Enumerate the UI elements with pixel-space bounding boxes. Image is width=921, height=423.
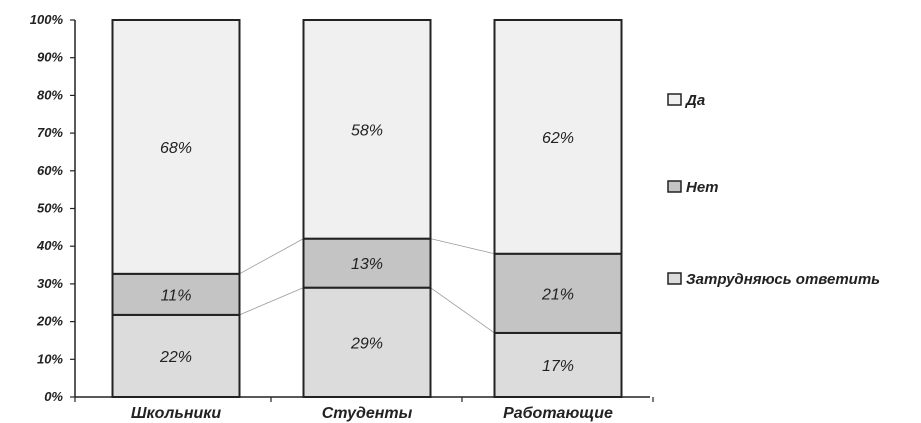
- data-label: 29%: [350, 335, 383, 352]
- data-label: 13%: [351, 256, 383, 273]
- data-label: 22%: [159, 349, 192, 366]
- x-tick-label: Студенты: [322, 405, 413, 422]
- x-tick-label: Школьники: [131, 405, 222, 422]
- y-tick-label: 40%: [36, 238, 63, 253]
- y-tick-label: 60%: [37, 163, 63, 178]
- series-line: [239, 287, 304, 316]
- series-line: [430, 287, 495, 334]
- bar-segment: [493, 331, 623, 398]
- y-tick-label: 10%: [37, 351, 63, 366]
- series-lines: [239, 238, 495, 334]
- y-tick-label: 20%: [36, 314, 63, 329]
- data-label: 62%: [542, 130, 574, 147]
- data-label: 21%: [541, 286, 574, 303]
- y-tick-label: 50%: [37, 201, 63, 216]
- data-label: 58%: [351, 122, 383, 139]
- legend-label: Нет: [686, 179, 719, 196]
- legend-swatch: [667, 272, 682, 285]
- bar-segment: [111, 313, 241, 399]
- bars: [111, 19, 623, 399]
- axes: 0% 10% 20% 30% 40% 50% 60% 70% 80% 90% 100% Школьни…: [30, 12, 654, 422]
- legend: Да Нет Затрудняюсь ответить: [667, 92, 880, 288]
- legend-label: Да: [684, 92, 705, 109]
- y-tick-label: 70%: [37, 125, 63, 140]
- series-line: [239, 238, 304, 275]
- data-labels: 22% 29% 17% 11% 13% 21% 68% 58% 62%: [159, 122, 574, 375]
- bar-segment: [302, 19, 432, 240]
- bar-segment: [493, 19, 623, 255]
- bar-segment: [493, 252, 623, 334]
- series-line: [430, 238, 495, 255]
- x-tick-label: Работающие: [503, 405, 613, 422]
- data-label: 17%: [542, 358, 574, 375]
- bar-segment: [302, 286, 432, 399]
- y-tick-label: 30%: [37, 276, 63, 291]
- data-label: 11%: [161, 287, 192, 304]
- y-tick-label: 0%: [44, 389, 63, 404]
- y-tick-label: 100%: [30, 12, 64, 27]
- bar-segment: [302, 237, 432, 289]
- legend-swatch: [667, 93, 682, 106]
- data-label: 68%: [160, 140, 192, 157]
- legend-label: Затрудняюсь ответить: [686, 271, 880, 288]
- legend-swatch: [667, 180, 682, 193]
- y-tick-label: 90%: [37, 50, 63, 65]
- y-tick-label: 80%: [37, 87, 63, 102]
- bar-segment: [111, 19, 241, 275]
